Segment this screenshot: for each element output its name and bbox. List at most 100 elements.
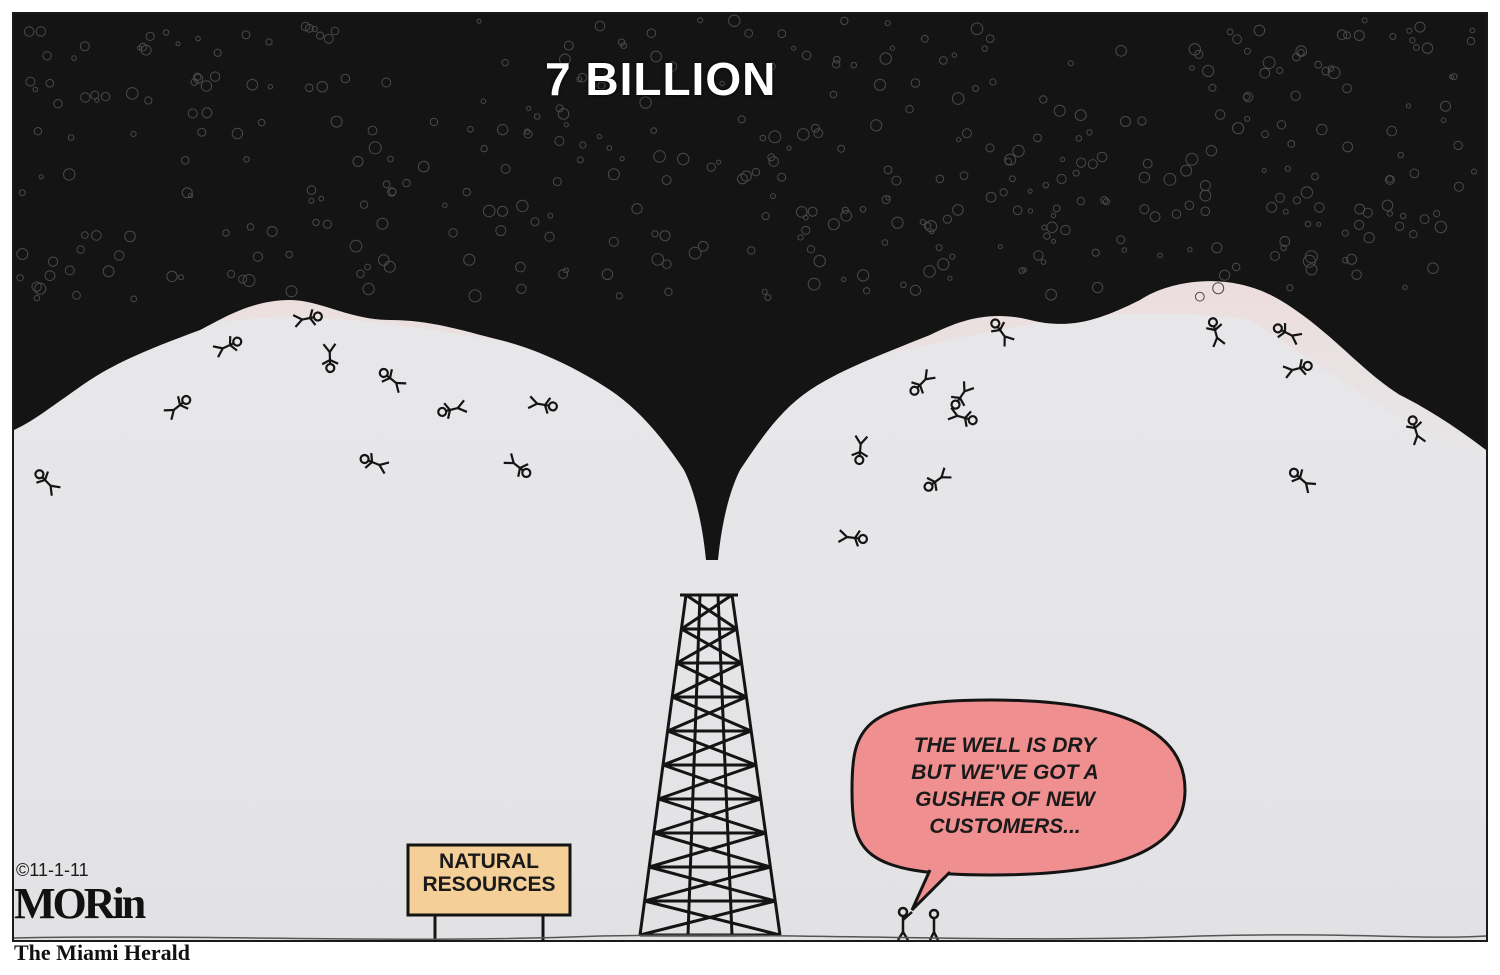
crowd-figure xyxy=(1053,104,1066,117)
crowd-figure xyxy=(1314,202,1325,213)
crowd-figure xyxy=(650,50,662,63)
crowd-figure xyxy=(1440,100,1451,112)
crowd-figure xyxy=(241,30,251,40)
crowd-figure xyxy=(677,152,690,166)
falling-person xyxy=(990,318,1015,347)
ground-line xyxy=(13,934,1487,940)
crowd-figure xyxy=(91,230,102,241)
crowd-figure xyxy=(1194,291,1205,302)
crowd-figure xyxy=(653,150,666,163)
crowd-figure xyxy=(829,90,838,99)
crowd-figure xyxy=(1327,65,1335,72)
crowd-figure xyxy=(879,52,892,65)
crowd-figure xyxy=(1384,174,1395,185)
crowd-figure xyxy=(1046,221,1058,234)
speech-line-3: GUSHER OF NEW xyxy=(915,788,1095,811)
crowd-figure xyxy=(1316,123,1328,136)
falling-person xyxy=(163,394,192,421)
crowd-figure xyxy=(417,160,430,173)
crowd-figure xyxy=(162,29,170,36)
crowd-figure xyxy=(1171,209,1182,219)
crowd-figure xyxy=(1305,263,1318,276)
crowd-figure xyxy=(552,177,562,187)
crowd-figure xyxy=(1280,244,1287,252)
crowd-figure xyxy=(883,165,893,175)
crowd-figure xyxy=(442,202,448,209)
publisher-credit: The Miami Herald xyxy=(14,940,190,965)
crowd-texture xyxy=(16,14,1477,303)
crowd-figure xyxy=(323,33,334,44)
crowd-figure xyxy=(1244,115,1251,122)
crowd-figure xyxy=(563,122,569,128)
crowd-figure xyxy=(1115,45,1127,57)
crowd-figure xyxy=(1119,116,1131,127)
crowd-figure xyxy=(1004,157,1013,166)
crowd-figure xyxy=(1199,189,1212,202)
crowd-figure xyxy=(44,270,56,282)
crowd-figure xyxy=(737,115,746,124)
crowd-figure xyxy=(45,78,55,88)
crowd-figure xyxy=(777,29,787,39)
crowd-figure xyxy=(795,206,808,218)
crowd-figure xyxy=(716,159,722,165)
crowd-figure xyxy=(312,218,320,227)
crowd-figure xyxy=(1440,117,1447,123)
crowd-figure xyxy=(330,26,340,36)
crowd-figure xyxy=(246,223,255,231)
crowd-figure xyxy=(870,119,883,132)
crowd-figure xyxy=(769,193,776,200)
crowd-figure xyxy=(102,265,115,278)
crowd-figure xyxy=(1275,192,1285,203)
crowd-figure xyxy=(576,76,583,83)
natural-resources-sign xyxy=(406,843,572,942)
crowd-figure xyxy=(651,230,659,238)
crowd-figure xyxy=(1397,151,1405,159)
crowd-figure xyxy=(947,275,953,281)
crowd-figure xyxy=(71,55,77,61)
crowd-figure xyxy=(761,288,768,295)
crowd-figure xyxy=(145,31,155,42)
falling-person xyxy=(950,381,975,410)
crowd-figure xyxy=(924,220,938,233)
crowd-figure xyxy=(1311,172,1319,181)
crowd-figure xyxy=(1342,141,1354,153)
crowd-figure xyxy=(526,105,532,112)
crowd-figure xyxy=(1208,83,1217,92)
crowd-figure xyxy=(949,253,956,260)
crowd-figure xyxy=(1409,230,1418,239)
crowd-figure xyxy=(744,28,754,38)
crowd-figure xyxy=(62,168,76,181)
crowd-figure xyxy=(777,172,787,182)
crowd-figure xyxy=(1419,214,1430,225)
crowd-figure xyxy=(942,214,953,224)
crowd-figure xyxy=(1389,33,1397,40)
crowd-figure xyxy=(90,90,100,100)
crowd-figure xyxy=(1343,31,1352,40)
sign-line-1: NATURAL xyxy=(439,850,539,873)
crowd-figure xyxy=(175,41,181,47)
crowd-figure xyxy=(1405,103,1412,109)
crowd-figure xyxy=(706,162,716,172)
crowd-figure xyxy=(349,239,363,253)
crowd-figure xyxy=(972,85,979,92)
crowd-figure xyxy=(617,38,626,46)
crowd-figure xyxy=(144,96,153,105)
crowd-figure xyxy=(985,34,995,44)
crowd-figure xyxy=(516,199,529,213)
speech-bubble-text: THE WELL IS DRY BUT WE'VE GOT A GUSHER O… xyxy=(880,732,1130,840)
crowd-figure xyxy=(1212,282,1225,295)
crowd-figure xyxy=(1261,130,1269,139)
crowd-figure xyxy=(195,35,201,42)
crowd-figure xyxy=(181,187,193,199)
crowd-figure xyxy=(576,156,584,164)
crowd-figure xyxy=(285,285,298,298)
crowd-figure xyxy=(53,99,63,109)
crowd-figure xyxy=(497,123,509,136)
crowd-figure xyxy=(495,225,507,237)
crowd-figure xyxy=(547,212,554,219)
crowd-figure xyxy=(42,51,52,61)
crowd-figure xyxy=(1295,45,1307,57)
crowd-figure xyxy=(501,59,509,67)
crowd-figure xyxy=(316,31,325,40)
crowd-figure xyxy=(719,80,725,87)
